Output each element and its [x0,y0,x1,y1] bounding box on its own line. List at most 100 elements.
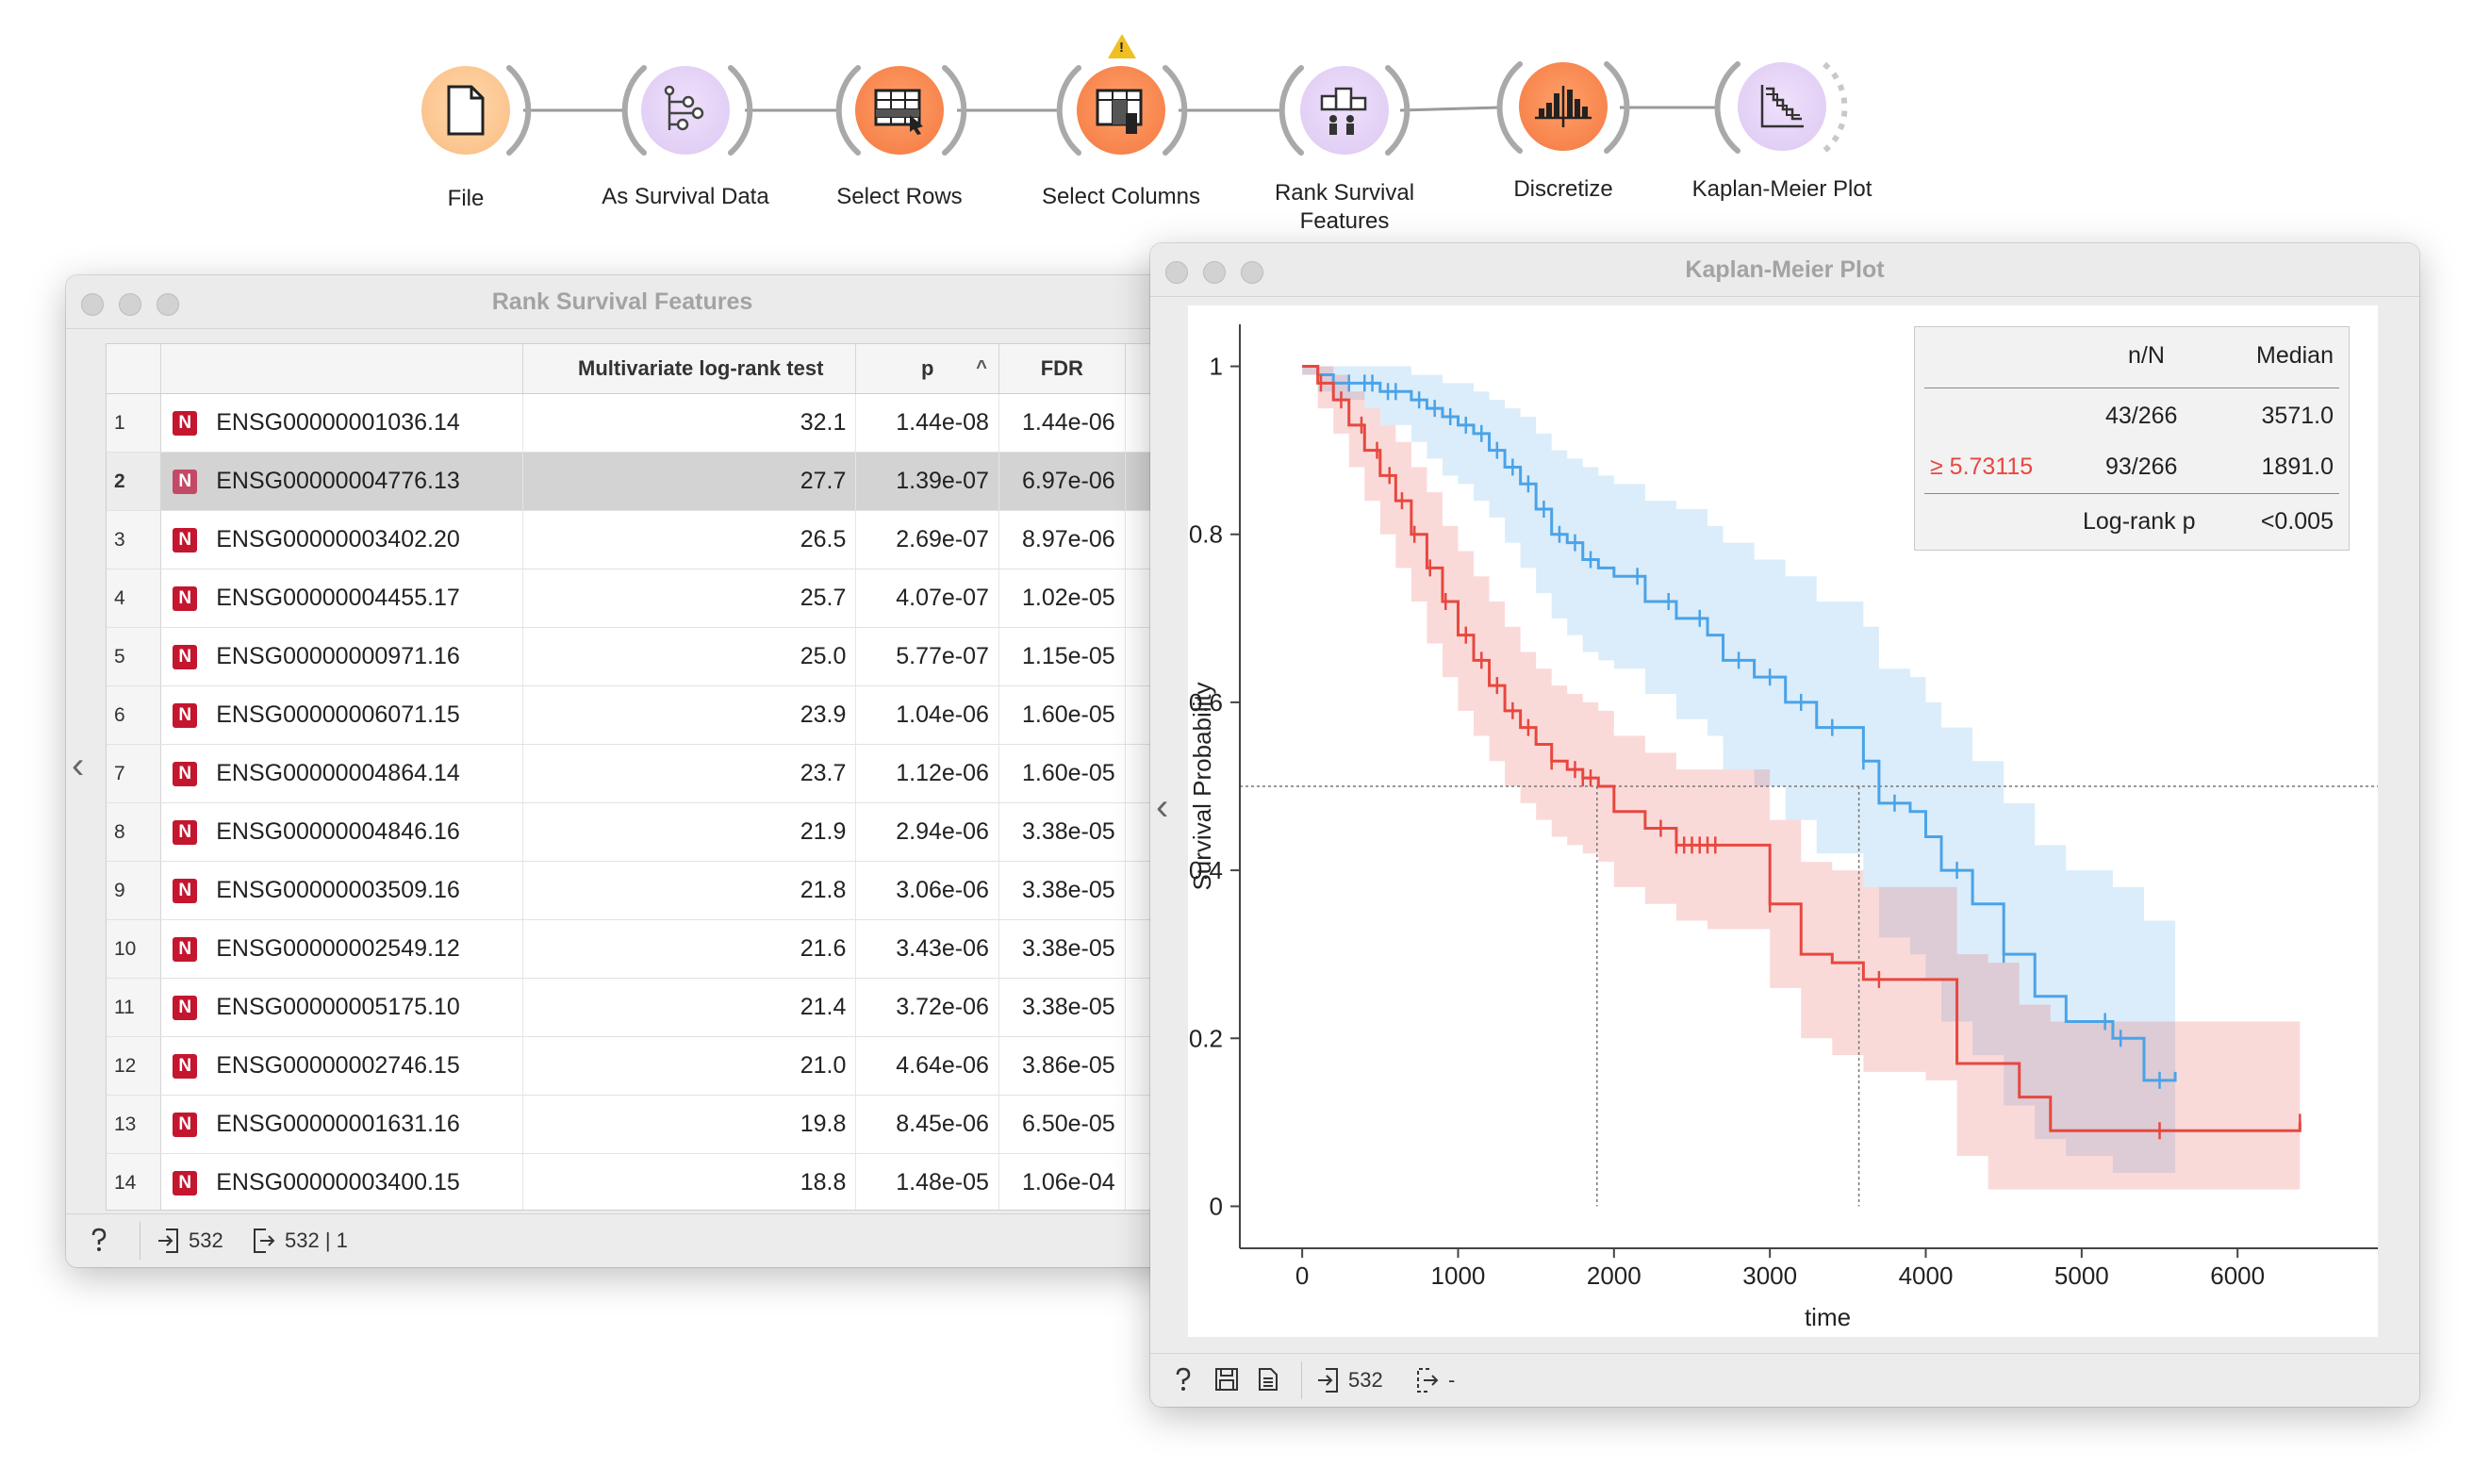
km-plot-area[interactable]: 0 0.2 0.4 0.6 0.8 1 0 1000 2000 3000 4000 5000 6000 t… [1188,305,2378,1337]
p-value-cell[interactable]: 4.64e-06 [855,1036,999,1096]
log-rank-cell[interactable]: 21.9 [522,802,857,862]
fdr-cell[interactable]: 8.97e-06 [998,510,1126,569]
row-number[interactable]: 5 [107,627,162,686]
feature-name-cell[interactable]: N ENSG00000004846.16 [160,802,523,862]
table-row[interactable]: 4 N ENSG00000004455.17 25.7 4.07e-07 1.02e-05 [107,569,1179,628]
output-summary[interactable]: 532 | 1 [251,1228,348,1254]
fdr-cell[interactable]: 3.38e-05 [998,919,1126,979]
log-rank-cell[interactable]: 25.0 [522,627,857,686]
header-fdr[interactable]: FDR [998,344,1126,394]
zoom-window-button[interactable] [157,293,179,316]
log-rank-cell[interactable]: 21.0 [522,1036,857,1096]
table-row[interactable]: 8 N ENSG00000004846.16 21.9 2.94e-06 3.38e-05 [107,802,1179,862]
table-row[interactable]: 5 N ENSG00000000971.16 25.0 5.77e-07 1.15e-05 [107,627,1179,686]
p-value-cell[interactable]: 5.77e-07 [855,627,999,686]
row-number[interactable]: 13 [107,1095,162,1154]
table-row[interactable]: 11 N ENSG00000005175.10 21.4 3.72e-06 3.38e-0… [107,978,1179,1037]
row-number[interactable]: 2 [107,452,162,511]
log-rank-cell[interactable]: 23.7 [522,744,857,803]
table-row[interactable]: 9 N ENSG00000003509.16 21.8 3.06e-06 3.38e-05 [107,861,1179,920]
fdr-cell[interactable]: 3.38e-05 [998,978,1126,1037]
table-row[interactable]: 6 N ENSG00000006071.15 23.9 1.04e-06 1.60e-05 [107,685,1179,745]
table-row[interactable]: 7 N ENSG00000004864.14 23.7 1.12e-06 1.60e-05 [107,744,1179,803]
km-chart[interactable]: 0 0.2 0.4 0.6 0.8 1 0 1000 2000 3000 4000 5000 6000 t… [1188,305,2378,1337]
output-summary[interactable]: - [1414,1367,1455,1393]
row-number[interactable]: 3 [107,510,162,569]
fdr-cell[interactable]: 6.50e-05 [998,1095,1126,1154]
p-value-cell[interactable]: 1.44e-08 [855,393,999,453]
row-number[interactable]: 14 [107,1153,162,1210]
p-value-cell[interactable]: 3.43e-06 [855,919,999,979]
log-rank-cell[interactable]: 21.4 [522,978,857,1037]
feature-name-cell[interactable]: N ENSG00000001631.16 [160,1095,523,1154]
feature-name-cell[interactable]: N ENSG00000001036.14 [160,393,523,453]
log-rank-cell[interactable]: 23.9 [522,685,857,745]
table-row[interactable]: 14 N ENSG00000003400.15 18.8 1.48e-05 1.06e-0… [107,1153,1179,1210]
fdr-cell[interactable]: 1.15e-05 [998,627,1126,686]
fdr-cell[interactable]: 1.02e-05 [998,569,1126,628]
log-rank-cell[interactable]: 27.7 [522,452,857,511]
titlebar[interactable]: Kaplan-Meier Plot [1150,243,2419,297]
feature-name-cell[interactable]: N ENSG00000004776.13 [160,452,523,511]
table-row[interactable]: 2 N ENSG00000004776.13 27.7 1.39e-07 6.97e-06 [107,452,1179,511]
corner-header[interactable] [107,344,162,394]
chevron-left-icon[interactable]: ‹ [72,745,85,786]
input-summary[interactable]: 532 [1316,1367,1383,1393]
p-value-cell[interactable]: 8.45e-06 [855,1095,999,1154]
fdr-cell[interactable]: 1.06e-04 [998,1153,1126,1210]
row-number[interactable]: 8 [107,802,162,862]
report-icon[interactable] [1258,1367,1278,1392]
close-window-button[interactable] [81,293,104,316]
table-row[interactable]: 3 N ENSG00000003402.20 26.5 2.69e-07 8.97e-06 [107,510,1179,569]
p-value-cell[interactable]: 3.06e-06 [855,861,999,920]
row-number[interactable]: 10 [107,919,162,979]
feature-name-cell[interactable]: N ENSG00000005175.10 [160,978,523,1037]
feature-name-cell[interactable]: N ENSG00000002746.15 [160,1036,523,1096]
row-number[interactable]: 6 [107,685,162,745]
chevron-left-icon[interactable]: ‹ [1156,786,1169,828]
input-summary[interactable]: 532 [157,1228,223,1254]
table-row[interactable]: 12 N ENSG00000002746.15 21.0 4.64e-06 3.86e-0… [107,1036,1179,1096]
fdr-cell[interactable]: 3.86e-05 [998,1036,1126,1096]
log-rank-cell[interactable]: 26.5 [522,510,857,569]
row-number[interactable]: 4 [107,569,162,628]
feature-name-cell[interactable]: N ENSG00000003402.20 [160,510,523,569]
table-row[interactable]: 10 N ENSG00000002549.12 21.6 3.43e-06 3.38e-0… [107,919,1179,979]
p-value-cell[interactable]: 1.12e-06 [855,744,999,803]
minimize-window-button[interactable] [119,293,141,316]
zoom-window-button[interactable] [1241,261,1263,284]
p-value-cell[interactable]: 1.39e-07 [855,452,999,511]
header-log-rank[interactable]: Multivariate log-rank test [522,344,857,394]
save-icon[interactable] [1214,1367,1239,1392]
row-number[interactable]: 1 [107,393,162,453]
feature-name-cell[interactable]: N ENSG00000004455.17 [160,569,523,628]
log-rank-cell[interactable]: 21.6 [522,919,857,979]
help-icon[interactable] [89,1228,109,1252]
feature-name-cell[interactable]: N ENSG00000003400.15 [160,1153,523,1210]
p-value-cell[interactable]: 3.72e-06 [855,978,999,1037]
feature-name-cell[interactable]: N ENSG00000003509.16 [160,861,523,920]
feature-name-cell[interactable]: N ENSG00000000971.16 [160,627,523,686]
row-number[interactable]: 12 [107,1036,162,1096]
p-value-cell[interactable]: 2.69e-07 [855,510,999,569]
fdr-cell[interactable]: 3.38e-05 [998,861,1126,920]
header-feature-name[interactable] [160,344,523,394]
log-rank-cell[interactable]: 21.8 [522,861,857,920]
fdr-cell[interactable]: 6.97e-06 [998,452,1126,511]
fdr-cell[interactable]: 1.60e-05 [998,685,1126,745]
p-value-cell[interactable]: 1.48e-05 [855,1153,999,1210]
workflow-canvas[interactable]: File As Survival Data Select Rows ! Sele… [0,0,2491,245]
table-row[interactable]: 13 N ENSG00000001631.16 19.8 8.45e-06 6.50e-0… [107,1095,1179,1154]
p-value-cell[interactable]: 4.07e-07 [855,569,999,628]
p-value-cell[interactable]: 2.94e-06 [855,802,999,862]
fdr-cell[interactable]: 1.60e-05 [998,744,1126,803]
log-rank-cell[interactable]: 25.7 [522,569,857,628]
fdr-cell[interactable]: 1.44e-06 [998,393,1126,453]
row-number[interactable]: 7 [107,744,162,803]
feature-name-cell[interactable]: N ENSG00000006071.15 [160,685,523,745]
log-rank-cell[interactable]: 32.1 [522,393,857,453]
minimize-window-button[interactable] [1203,261,1226,284]
row-number[interactable]: 9 [107,861,162,920]
p-value-cell[interactable]: 1.04e-06 [855,685,999,745]
titlebar[interactable]: Rank Survival Features [66,275,1179,329]
